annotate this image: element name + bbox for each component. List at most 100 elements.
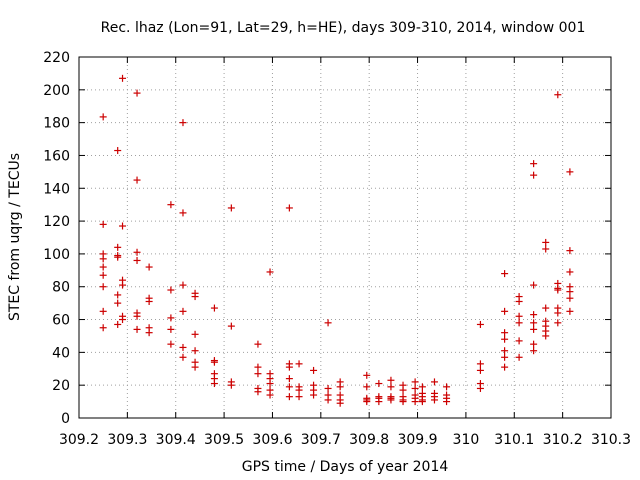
data-point <box>411 398 419 406</box>
data-point <box>336 399 344 407</box>
data-point <box>375 380 383 388</box>
chart-title: Rec. lhaz (Lon=91, Lat=29, h=HE), days 3… <box>101 20 586 36</box>
data-point <box>566 307 574 315</box>
data-point <box>227 322 235 330</box>
data-point <box>179 209 187 217</box>
data-point <box>145 329 153 337</box>
data-point <box>399 386 407 394</box>
data-point <box>227 204 235 212</box>
y-tick-label: 40 <box>52 345 70 361</box>
data-point <box>191 293 199 301</box>
data-point <box>99 283 107 291</box>
data-point <box>179 119 187 127</box>
data-point <box>310 391 318 399</box>
data-point <box>133 176 141 184</box>
x-tick-label: 310 <box>453 432 480 448</box>
data-point <box>336 383 344 391</box>
x-axis-label: GPS time / Days of year 2014 <box>242 459 449 475</box>
data-point <box>145 263 153 271</box>
data-point <box>530 171 538 179</box>
y-tick-label: 80 <box>52 280 70 296</box>
data-point <box>530 281 538 289</box>
x-tick-label: 310.3 <box>591 432 631 448</box>
data-point <box>179 343 187 351</box>
data-point <box>515 337 523 345</box>
data-point <box>387 396 395 404</box>
data-point <box>99 255 107 263</box>
data-point <box>476 384 484 392</box>
data-point <box>227 381 235 389</box>
data-point <box>375 398 383 406</box>
data-point <box>167 201 175 209</box>
data-point <box>554 286 562 294</box>
y-tick-label: 60 <box>52 313 70 329</box>
data-point <box>295 360 303 368</box>
x-tick-label: 309.9 <box>397 432 437 448</box>
data-point <box>179 307 187 315</box>
data-point <box>530 311 538 319</box>
data-point <box>191 330 199 338</box>
data-point <box>476 360 484 368</box>
y-tick-label: 100 <box>43 247 70 263</box>
data-point <box>501 353 509 361</box>
x-axis: 309.2 309.3 309.4 309.5 309.6 309.7 309.8 309.9… <box>59 57 631 448</box>
data-point <box>476 366 484 374</box>
y-tick-label: 140 <box>43 181 70 197</box>
data-point <box>430 396 438 404</box>
y-tick-label: 20 <box>52 378 70 394</box>
data-point <box>418 383 426 391</box>
x-tick-label: 309.8 <box>349 432 389 448</box>
data-point <box>363 383 371 391</box>
data-point <box>430 378 438 386</box>
data-point <box>285 204 293 212</box>
data-point <box>285 393 293 401</box>
data-point <box>501 307 509 315</box>
data-point <box>99 113 107 121</box>
data-point <box>515 319 523 327</box>
data-point <box>167 314 175 322</box>
data-point <box>542 304 550 312</box>
grid-lines <box>79 57 611 418</box>
data-point <box>530 340 538 348</box>
data-point <box>133 312 141 320</box>
y-axis: 0 20 40 60 80 100 120 140 160 180 200 220 <box>43 50 611 427</box>
data-point <box>542 332 550 340</box>
data-point <box>515 297 523 305</box>
data-point <box>566 288 574 296</box>
data-point <box>566 294 574 302</box>
data-point <box>119 222 127 230</box>
data-point <box>114 291 122 299</box>
data-point <box>99 263 107 271</box>
data-point <box>191 363 199 371</box>
data-point <box>210 358 218 366</box>
data-point <box>443 383 451 391</box>
y-tick-label: 160 <box>43 148 70 164</box>
data-point <box>530 325 538 333</box>
data-point <box>133 248 141 256</box>
data-point <box>254 340 262 348</box>
data-point <box>476 320 484 328</box>
data-point <box>133 325 141 333</box>
data-point <box>114 320 122 328</box>
data-point <box>324 396 332 404</box>
data-point <box>411 378 419 386</box>
data-point <box>167 340 175 348</box>
data-point <box>387 383 395 391</box>
data-point <box>530 160 538 168</box>
data-point <box>179 353 187 361</box>
data-points <box>99 74 574 407</box>
data-point <box>501 347 509 355</box>
data-point <box>411 384 419 392</box>
data-point <box>285 383 293 391</box>
data-point <box>387 376 395 384</box>
data-point <box>114 243 122 251</box>
data-point <box>114 299 122 307</box>
data-point <box>99 271 107 279</box>
x-tick-label: 309.3 <box>107 432 147 448</box>
data-point <box>554 309 562 317</box>
data-point <box>515 353 523 361</box>
data-point <box>114 147 122 155</box>
x-tick-label: 310.2 <box>543 432 583 448</box>
data-point <box>418 398 426 406</box>
x-tick-label: 309.6 <box>252 432 292 448</box>
